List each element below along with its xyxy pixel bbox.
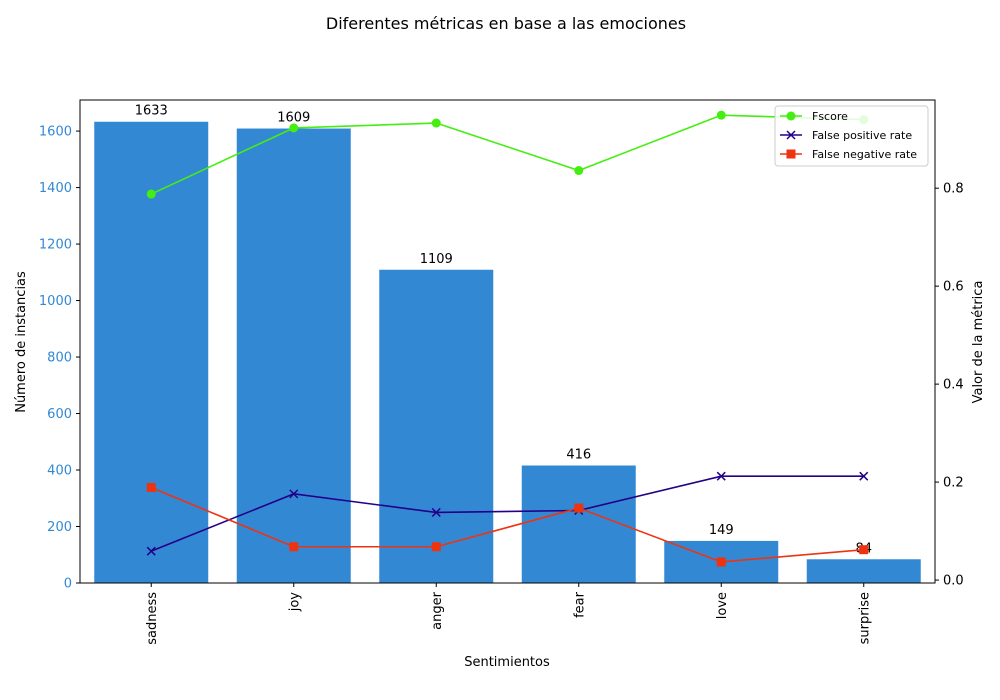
y2-axis-label: Valor de la métrica — [971, 281, 986, 404]
bar-surprise — [806, 559, 921, 583]
bar-value-label-fear: 416 — [566, 447, 591, 462]
x-tick-label-fear: fear — [572, 591, 587, 618]
point-false-negative-rate-sadness — [146, 482, 156, 492]
x-tick-label-love: love — [715, 592, 730, 619]
point-false-negative-rate-love — [716, 557, 726, 567]
bar-fear — [521, 465, 636, 583]
y-tick-label: 200 — [47, 520, 72, 535]
bar-anger — [379, 269, 494, 583]
bar-value-label-joy: 1609 — [277, 111, 310, 126]
y-tick-label: 800 — [47, 351, 72, 366]
legend-marker-false-negative-rate — [786, 149, 796, 159]
y-tick-label: 400 — [47, 464, 72, 479]
point-fscore-anger — [431, 118, 441, 128]
x-tick-label-surprise: surprise — [857, 592, 872, 644]
y2-tick-label: 0.6 — [943, 280, 964, 295]
y-tick-label: 1400 — [39, 181, 72, 196]
x-axis-label: Sentimientos — [464, 655, 550, 670]
bar-value-label-love: 149 — [709, 523, 734, 538]
y-axis-label: Número de instancias — [14, 271, 29, 413]
y2-tick-label: 0.4 — [943, 378, 964, 393]
line-false-negative-rate — [150, 486, 864, 563]
point-false-negative-rate-anger — [431, 542, 441, 552]
lines-layer — [146, 110, 869, 567]
bar-sadness — [94, 121, 209, 584]
y-tick-label: 0 — [64, 577, 72, 592]
legend-label-false-negative-rate: False negative rate — [812, 148, 917, 161]
line-false-positive-rate — [150, 475, 864, 552]
point-fscore-love — [716, 110, 726, 120]
bar-value-label-anger: 1109 — [420, 252, 453, 267]
bars-layer — [94, 121, 921, 584]
point-false-negative-rate-surprise — [859, 545, 869, 555]
point-false-positive-rate-sadness — [146, 546, 156, 556]
legend-label-false-positive-rate: False positive rate — [812, 129, 912, 142]
y2-tick-label: 0.2 — [943, 476, 964, 491]
line-fscore — [150, 114, 864, 195]
legend: Fscore False positive rate False negative … — [774, 105, 929, 167]
point-false-positive-rate-surprise — [859, 471, 869, 481]
point-fscore-fear — [574, 166, 584, 176]
y-axis-left: 0 200 400 600 800 1000 1200 1400 1600 — [39, 125, 80, 592]
point-fscore-joy — [289, 123, 299, 133]
x-axis: sadness joy anger fear love surprise — [145, 583, 872, 645]
y-tick-label: 600 — [47, 407, 72, 422]
point-false-positive-rate-anger — [431, 507, 441, 517]
plot-frame — [79, 99, 936, 584]
legend-label-fscore: Fscore — [812, 110, 848, 123]
y2-tick-label: 0.8 — [943, 182, 964, 197]
y-tick-label: 1000 — [39, 294, 72, 309]
x-tick-label-sadness: sadness — [145, 592, 160, 645]
y-tick-label: 1600 — [39, 125, 72, 140]
bar-joy — [236, 128, 351, 583]
legend-box — [774, 105, 929, 167]
point-false-positive-rate-joy — [289, 489, 299, 499]
x-tick-label-joy: joy — [287, 592, 302, 613]
point-false-positive-rate-love — [716, 471, 726, 481]
y-axis-right: 0.0 0.2 0.4 0.6 0.8 — [935, 182, 964, 589]
y-tick-label: 1200 — [39, 238, 72, 253]
point-false-negative-rate-joy — [289, 542, 299, 552]
point-false-negative-rate-fear — [574, 503, 584, 513]
point-fscore-sadness — [146, 189, 156, 199]
chart-title: Diferentes métricas en base a las emocio… — [326, 14, 686, 33]
x-tick-label-anger: anger — [430, 591, 445, 629]
legend-marker-fscore — [786, 111, 796, 121]
bar-value-label-sadness: 1633 — [135, 104, 168, 119]
legend-marker-false-positive-rate — [786, 130, 796, 140]
y2-tick-label: 0.0 — [943, 574, 964, 589]
